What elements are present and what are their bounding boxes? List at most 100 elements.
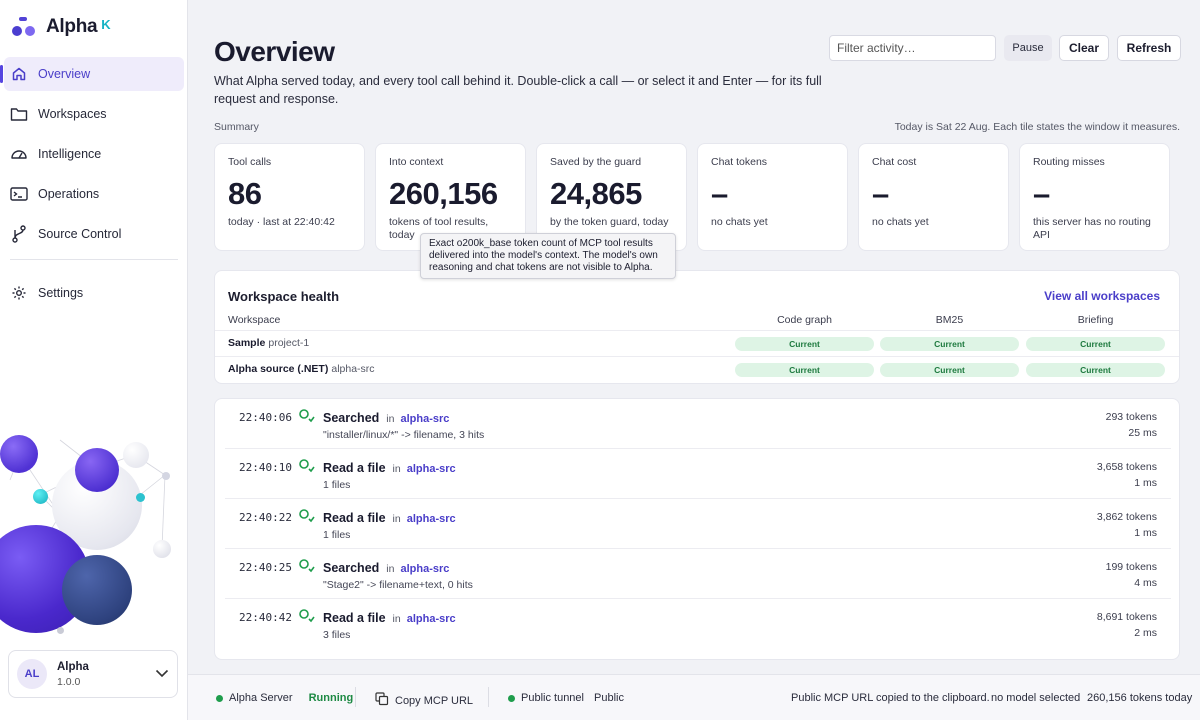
- decorative-illustration: [0, 420, 188, 650]
- call-tokens: 199 tokens: [1105, 561, 1157, 573]
- call-detail: 3 files: [323, 629, 351, 641]
- call-action: Searched: [323, 561, 380, 575]
- tile-value: 260,156: [389, 176, 498, 211]
- refresh-button[interactable]: Refresh: [1117, 35, 1181, 61]
- call-time: 22:40:06: [239, 411, 292, 424]
- tile-value: 24,865: [550, 176, 642, 211]
- tile-tool-calls[interactable]: Tool calls 86 today · last at 22:40:42: [214, 143, 365, 251]
- call-tokens: 3,658 tokens: [1096, 461, 1157, 473]
- status-dot-icon: [216, 694, 223, 702]
- call-summary: Read a file in alpha-src: [323, 511, 456, 525]
- sphere: [153, 540, 171, 558]
- folder-icon: [10, 105, 28, 123]
- tokens-today: 260,156 tokens today: [1087, 692, 1193, 704]
- call-duration: 4 ms: [1134, 577, 1157, 589]
- tile-chat-cost[interactable]: Chat cost – no chats yet: [858, 143, 1009, 251]
- alpha-logo-icon: [12, 16, 38, 38]
- sidebar-item-overview[interactable]: Overview: [0, 57, 184, 91]
- list-item[interactable]: 22:40:06 Searched in alpha-src "installer/…: [225, 399, 1171, 449]
- status-badge: Current: [1026, 363, 1165, 377]
- status-badge: Current: [880, 363, 1019, 377]
- table-row[interactable]: Alpha source (.NET) alpha-src Current Cur…: [215, 357, 1179, 383]
- sidebar-item-workspaces[interactable]: Workspaces: [4, 97, 184, 131]
- call-action: Read a file: [323, 511, 386, 525]
- divider: [355, 687, 356, 707]
- tile-chat-tokens[interactable]: Chat tokens – no chats yet: [697, 143, 848, 251]
- sidebar-item-settings[interactable]: Settings: [4, 276, 184, 310]
- call-summary: Read a file in alpha-src: [323, 461, 456, 475]
- call-time: 22:40:10: [239, 461, 292, 474]
- call-tokens: 3,862 tokens: [1096, 511, 1157, 523]
- tile-value: –: [872, 176, 889, 211]
- sphere: [33, 489, 48, 504]
- public-tunnel-status[interactable]: Public tunnel Public: [508, 692, 624, 704]
- page-title: Overview: [214, 36, 335, 67]
- workspace-link[interactable]: alpha-src: [400, 563, 450, 575]
- call-duration: 25 ms: [1128, 427, 1157, 439]
- sphere: [0, 435, 38, 473]
- list-item[interactable]: 22:40:42 Read a file in alpha-src 3 files …: [225, 599, 1171, 649]
- status-badge: Current: [735, 337, 874, 351]
- success-check-icon: [298, 558, 316, 574]
- summary-note: Today is Sat 22 Aug. Each tile states th…: [894, 121, 1180, 133]
- tile-value: –: [711, 176, 728, 211]
- clear-button[interactable]: Clear: [1059, 35, 1109, 61]
- sphere: [75, 448, 119, 492]
- tile-routing-misses[interactable]: Routing misses – this server has no rout…: [1019, 143, 1170, 251]
- sidebar-item-operations[interactable]: Operations: [4, 177, 184, 211]
- call-detail: "Stage2" -> filename+text, 0 hits: [323, 579, 473, 591]
- column-header: BM25: [935, 314, 964, 326]
- call-summary: Searched in alpha-src: [323, 561, 449, 575]
- column-header: Code graph: [777, 314, 832, 326]
- gauge-icon: [10, 145, 28, 163]
- workspace-link[interactable]: alpha-src: [406, 613, 456, 625]
- list-item[interactable]: 22:40:25 Searched in alpha-src "Stage2" ->…: [225, 549, 1171, 599]
- branch-icon: [10, 225, 28, 243]
- sphere: [162, 472, 170, 480]
- user-menu[interactable]: AL Alpha 1.0.0: [8, 650, 178, 698]
- tile-label: Into context: [389, 156, 444, 168]
- sidebar-item-label: Source Control: [38, 227, 122, 241]
- call-duration: 2 ms: [1134, 627, 1157, 639]
- workspace-link[interactable]: alpha-src: [406, 513, 456, 525]
- call-detail: 1 files: [323, 479, 351, 491]
- pause-button[interactable]: Pause: [1004, 35, 1052, 61]
- filter-activity-input[interactable]: [829, 35, 996, 61]
- tile-sub: today · last at 22:40:42: [228, 216, 335, 228]
- table-row[interactable]: Sample project-1 Current Current Current: [215, 331, 1179, 357]
- workspace-cell: Sample project-1: [228, 337, 309, 349]
- call-duration: 1 ms: [1134, 477, 1157, 489]
- tile-label: Routing misses: [1033, 156, 1105, 168]
- success-check-icon: [298, 458, 316, 474]
- tile-label: Tool calls: [228, 156, 272, 168]
- sidebar-item-intelligence[interactable]: Intelligence: [4, 137, 184, 171]
- sphere: [123, 442, 149, 468]
- view-all-workspaces-link[interactable]: View all workspaces: [1044, 289, 1160, 303]
- success-check-icon: [298, 608, 316, 624]
- sidebar: Alpha K Overview Workspaces Intelligence: [0, 0, 188, 720]
- brand[interactable]: Alpha K: [12, 16, 111, 38]
- sidebar-item-label: Workspaces: [38, 107, 107, 121]
- model-status[interactable]: no model selected: [991, 692, 1081, 704]
- tile-value: –: [1033, 176, 1050, 211]
- success-check-icon: [298, 408, 316, 424]
- summary-tiles: Tool calls 86 today · last at 22:40:42 I…: [214, 143, 1170, 251]
- workspace-link[interactable]: alpha-src: [406, 463, 456, 475]
- in-label: in: [392, 463, 401, 475]
- list-item[interactable]: 22:40:22 Read a file in alpha-src 1 files …: [225, 499, 1171, 549]
- call-summary: Searched in alpha-src: [323, 411, 449, 425]
- copy-mcp-url-button[interactable]: Copy MCP URL: [375, 692, 473, 709]
- chevron-down-icon[interactable]: [155, 667, 169, 681]
- card-title: Workspace health: [228, 289, 340, 304]
- tile-label: Chat tokens: [711, 156, 768, 168]
- list-item[interactable]: 22:40:10 Read a file in alpha-src 1 files …: [225, 449, 1171, 499]
- server-label: Alpha Server: [229, 692, 293, 704]
- call-action: Read a file: [323, 461, 386, 475]
- tooltip: Exact o200k_base token count of MCP tool…: [420, 233, 676, 279]
- workspace-link[interactable]: alpha-src: [400, 413, 450, 425]
- in-label: in: [386, 563, 395, 575]
- sidebar-item-source-control[interactable]: Source Control: [4, 217, 184, 251]
- server-status[interactable]: Alpha Server Running: [216, 692, 353, 704]
- tile-value: 86: [228, 176, 262, 211]
- sphere: [136, 493, 145, 502]
